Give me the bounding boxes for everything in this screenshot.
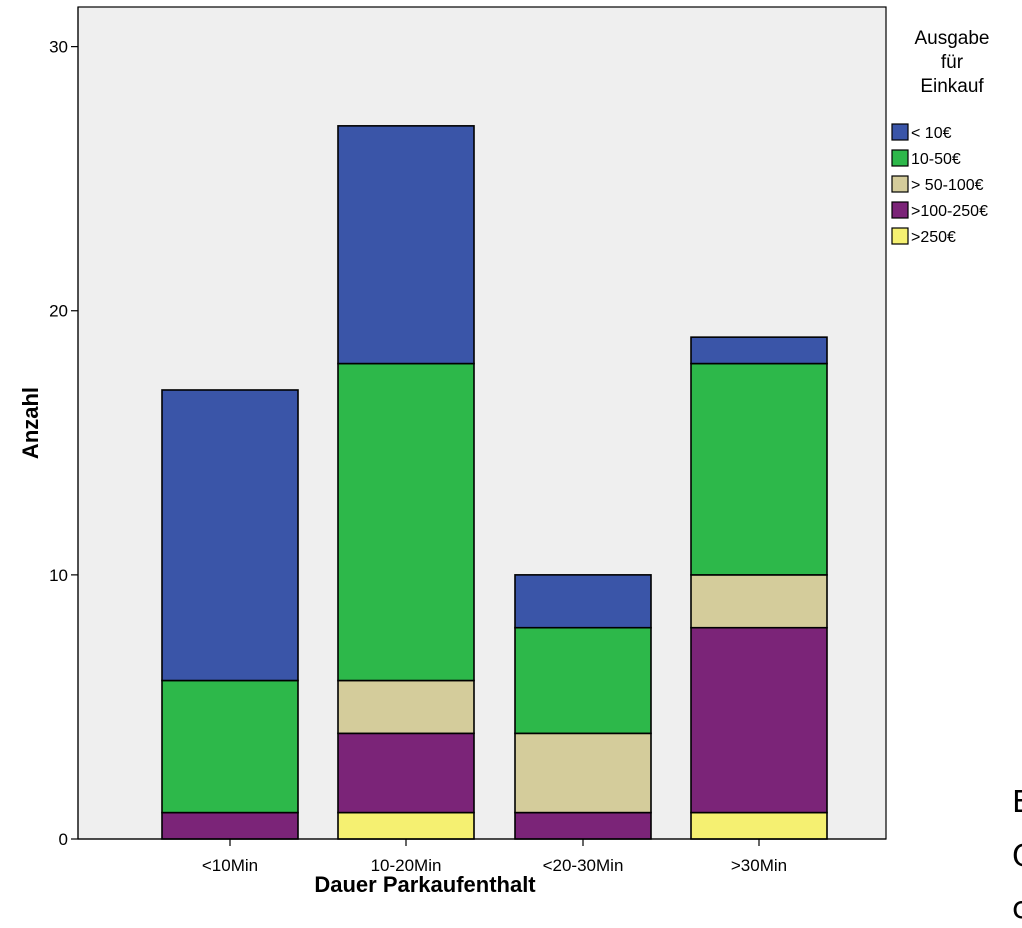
legend-title-line-1: Ausgabe — [914, 28, 989, 49]
bar-segment-20-30min-series-2 — [514, 811, 652, 840]
cut-off-glyph-2: C — [1012, 842, 1022, 872]
bar-segment-10-20min-series-3 — [337, 679, 475, 735]
bar-segment-10-20min-series-5 — [337, 125, 475, 365]
legend-label-5: >250€ — [911, 229, 956, 246]
bar-segment-30min-series-3 — [690, 574, 828, 629]
bar-segment-10min-series-4 — [161, 679, 299, 814]
bar-segment-30min-series-4 — [690, 362, 828, 576]
axes-layer: 0 10 20 30 <10Min 10-20Min <20-30Min >30Min — [49, 7, 886, 875]
x-tick-label-10min: <10Min — [202, 856, 258, 875]
legend-label-1: < 10€ — [911, 125, 952, 142]
legend-label-4: >100-250€ — [911, 203, 988, 220]
bar-segment-10-20min-series-4 — [337, 362, 475, 682]
cut-off-glyph-1: E — [1012, 785, 1022, 820]
legend-items: < 10€ 10-50€ > 50-100€ >100-250€ >250€ — [891, 123, 988, 246]
bar-segment-20-30min-series-5 — [514, 574, 652, 629]
bar-segment-10min-series-5 — [161, 389, 299, 682]
legend-title-line-2: für — [941, 52, 964, 73]
cut-off-glyph-3: c — [1012, 891, 1022, 926]
legend-swatch-2 — [891, 149, 909, 167]
bar-segment-10-20min-series-2 — [337, 732, 475, 814]
y-tick-label-0: 0 — [59, 830, 68, 849]
x-axis-title: Dauer Parkaufenthalt — [314, 872, 536, 897]
legend-swatch-1 — [891, 123, 909, 141]
bar-segment-30min-series-2 — [690, 626, 828, 814]
x-tick-label-10-20min: 10-20Min — [371, 856, 442, 875]
bar-segment-20-30min-series-3 — [514, 732, 652, 814]
legend-label-3: > 50-100€ — [911, 177, 984, 194]
bar-segment-10min-series-2 — [161, 811, 299, 840]
bar-segment-30min-series-5 — [690, 336, 828, 365]
legend: Ausgabe für Einkauf < 10€ 10-50€ > 50-100€… — [891, 28, 990, 246]
bar-segment-10-20min-series-1 — [337, 811, 475, 840]
y-tick-label-10: 10 — [49, 566, 68, 585]
bar-segment-30min-series-1 — [690, 811, 828, 840]
x-tick-label-20-30min: <20-30Min — [543, 856, 624, 875]
legend-title-line-3: Einkauf — [920, 76, 984, 97]
legend-swatch-4 — [891, 201, 909, 219]
y-axis-title: Anzahl — [18, 387, 43, 459]
y-tick-label-30: 30 — [49, 38, 68, 57]
legend-label-2: 10-50€ — [911, 151, 961, 168]
y-tick-label-20: 20 — [49, 302, 68, 321]
x-tick-label-30min: >30Min — [731, 856, 787, 875]
legend-swatch-3 — [891, 175, 909, 193]
bar-segment-20-30min-series-4 — [514, 626, 652, 735]
legend-swatch-5 — [891, 227, 909, 245]
bars-layer — [161, 125, 828, 840]
